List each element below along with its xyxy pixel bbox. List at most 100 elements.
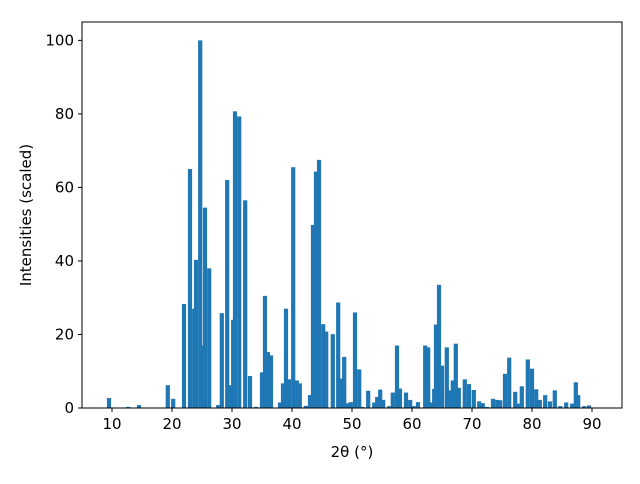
bar — [342, 356, 347, 408]
bar — [165, 385, 170, 408]
y-tick-label: 100 — [45, 31, 74, 49]
bar — [513, 391, 518, 408]
bar — [219, 313, 224, 408]
bar — [313, 171, 319, 408]
x-tick-label: 40 — [282, 415, 301, 433]
bar — [558, 406, 563, 408]
bar — [237, 116, 242, 409]
bar — [436, 284, 442, 408]
bar — [519, 386, 524, 408]
bar — [456, 387, 461, 408]
bar — [181, 303, 187, 408]
bar — [462, 379, 467, 408]
bar — [429, 402, 434, 408]
bar — [375, 396, 380, 408]
x-tick-label: 30 — [222, 415, 241, 433]
bar — [348, 402, 353, 408]
bar — [291, 167, 296, 408]
bar — [207, 268, 212, 408]
bar — [366, 390, 371, 408]
x-tick-label: 70 — [462, 415, 481, 433]
y-tick-label: 60 — [55, 178, 74, 196]
bar — [529, 368, 535, 408]
bar — [439, 365, 445, 408]
bar — [471, 389, 476, 408]
bar — [106, 398, 112, 408]
y-tick-label: 80 — [55, 105, 74, 123]
bar — [324, 331, 329, 408]
bar — [253, 406, 259, 408]
bar — [582, 406, 587, 408]
bar — [171, 398, 176, 408]
bar — [321, 324, 326, 408]
bar — [199, 345, 205, 408]
bar — [466, 384, 472, 408]
bar — [534, 389, 539, 408]
bar — [576, 395, 581, 408]
bar — [564, 402, 569, 408]
bar — [262, 295, 268, 408]
bar — [444, 347, 449, 408]
bar — [450, 380, 455, 408]
bar — [552, 390, 557, 408]
bar — [394, 345, 400, 408]
bar — [225, 180, 230, 408]
bar — [397, 388, 403, 408]
x-tick-label: 90 — [582, 415, 601, 433]
bar — [268, 355, 274, 408]
bar — [433, 324, 439, 408]
x-tick-label: 60 — [402, 415, 421, 433]
bar — [415, 402, 421, 408]
bar — [586, 405, 592, 408]
bar — [297, 383, 302, 408]
bar — [228, 385, 233, 408]
bar — [336, 302, 341, 408]
bar — [498, 400, 503, 408]
bar — [507, 357, 512, 408]
bar — [570, 403, 575, 408]
bar — [294, 380, 299, 408]
bar — [303, 405, 308, 408]
bar — [277, 402, 283, 408]
bar — [126, 406, 131, 408]
bar — [537, 399, 542, 408]
bar — [484, 406, 490, 408]
bar — [490, 398, 496, 408]
bar — [339, 378, 344, 408]
bar — [136, 405, 142, 408]
bar — [547, 401, 553, 408]
bar — [232, 111, 238, 409]
bar — [423, 345, 428, 408]
bar — [502, 373, 508, 408]
y-tick-label: 0 — [64, 399, 74, 417]
bar — [283, 308, 289, 408]
bar — [387, 406, 392, 408]
y-tick-label: 40 — [55, 252, 74, 270]
bar — [453, 343, 458, 408]
bar — [198, 40, 203, 408]
bar — [543, 395, 548, 408]
bar — [345, 403, 350, 408]
bar — [525, 359, 530, 408]
bar — [408, 399, 413, 408]
bar — [286, 379, 292, 408]
bar — [357, 369, 362, 408]
bar — [280, 383, 286, 408]
bar — [247, 376, 253, 408]
bar — [259, 372, 265, 408]
y-axis-label: Intensities (scaled) — [17, 144, 35, 286]
bar — [330, 334, 335, 408]
bar — [480, 403, 485, 408]
bar — [193, 259, 199, 408]
x-tick-label: 80 — [522, 415, 541, 433]
bar — [426, 347, 431, 408]
plot-area — [106, 40, 592, 409]
y-tick-label: 20 — [55, 325, 74, 343]
bar — [360, 406, 365, 408]
bar — [516, 403, 521, 408]
bar — [372, 402, 377, 408]
bar — [316, 159, 322, 408]
x-axis-label: 2θ (°) — [331, 443, 374, 461]
bar — [187, 169, 193, 408]
